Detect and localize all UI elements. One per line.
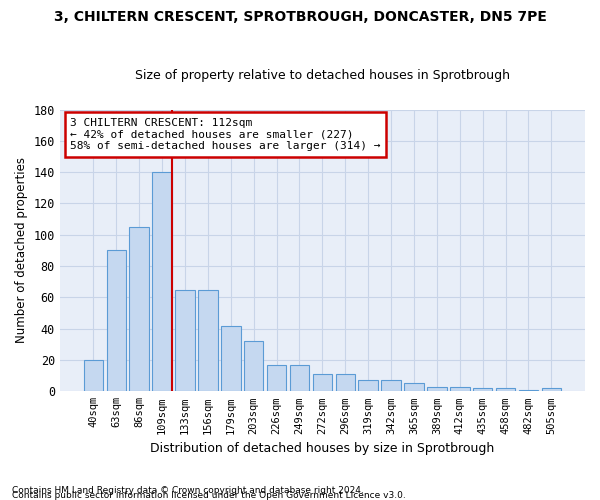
Y-axis label: Number of detached properties: Number of detached properties — [15, 158, 28, 344]
Bar — [221, 326, 241, 392]
Bar — [83, 360, 103, 392]
Title: Size of property relative to detached houses in Sprotbrough: Size of property relative to detached ho… — [135, 69, 510, 82]
Text: Contains public sector information licensed under the Open Government Licence v3: Contains public sector information licen… — [12, 490, 406, 500]
Bar — [496, 388, 515, 392]
Bar — [335, 374, 355, 392]
Bar — [267, 364, 286, 392]
Text: 3 CHILTERN CRESCENT: 112sqm
← 42% of detached houses are smaller (227)
58% of se: 3 CHILTERN CRESCENT: 112sqm ← 42% of det… — [70, 118, 381, 151]
Bar — [198, 290, 218, 392]
Bar — [473, 388, 493, 392]
Bar — [152, 172, 172, 392]
Bar — [313, 374, 332, 392]
Bar — [358, 380, 378, 392]
Bar — [244, 341, 263, 392]
Bar — [542, 388, 561, 392]
Text: Contains HM Land Registry data © Crown copyright and database right 2024.: Contains HM Land Registry data © Crown c… — [12, 486, 364, 495]
X-axis label: Distribution of detached houses by size in Sprotbrough: Distribution of detached houses by size … — [150, 442, 494, 455]
Bar — [404, 384, 424, 392]
Text: 3, CHILTERN CRESCENT, SPROTBROUGH, DONCASTER, DN5 7PE: 3, CHILTERN CRESCENT, SPROTBROUGH, DONCA… — [53, 10, 547, 24]
Bar — [107, 250, 126, 392]
Bar — [290, 364, 309, 392]
Bar — [382, 380, 401, 392]
Bar — [519, 390, 538, 392]
Bar — [427, 386, 446, 392]
Bar — [175, 290, 195, 392]
Bar — [130, 227, 149, 392]
Bar — [450, 386, 470, 392]
